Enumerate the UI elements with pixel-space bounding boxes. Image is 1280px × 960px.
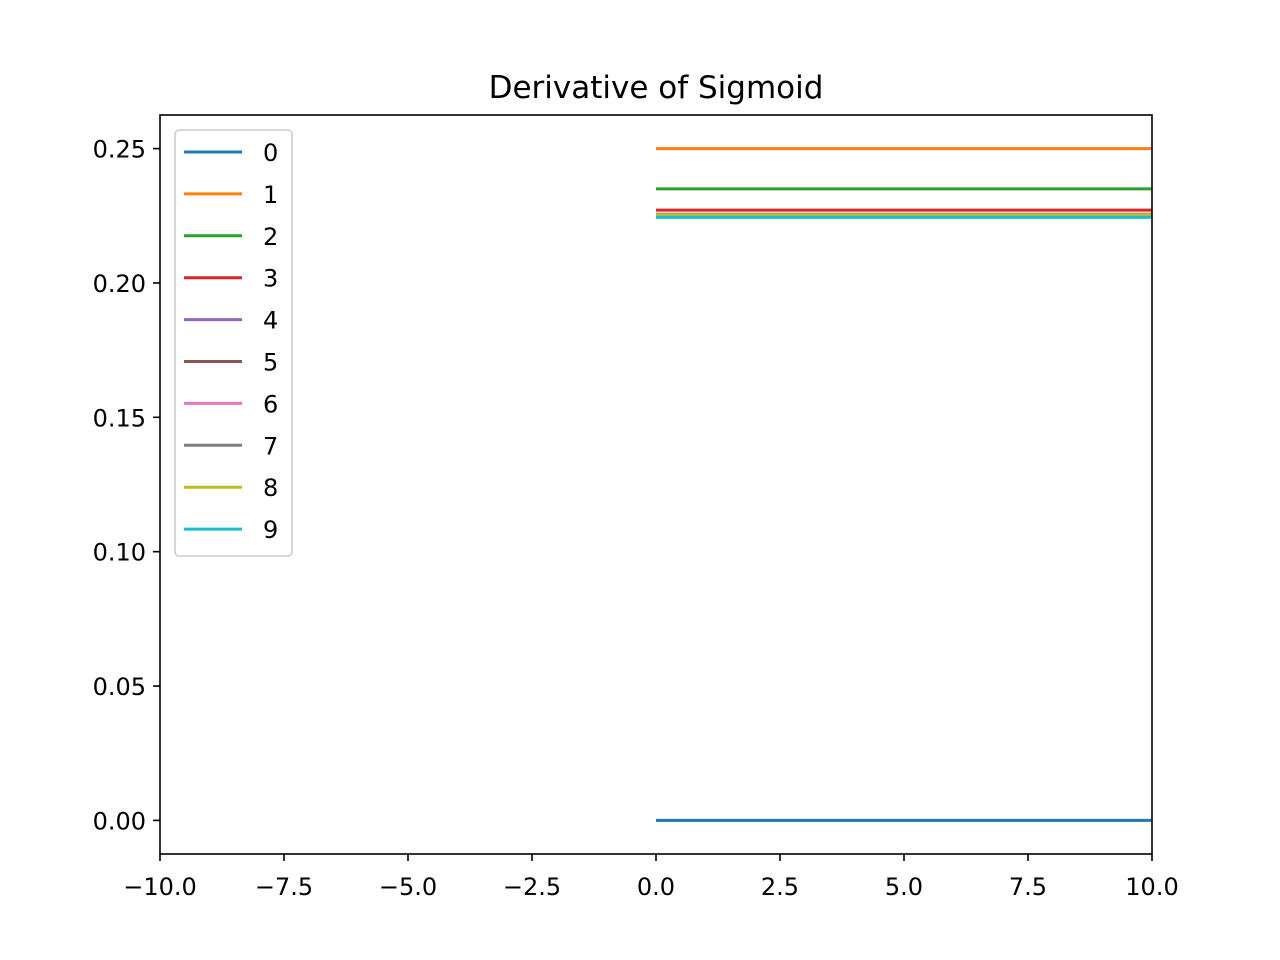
legend-label-5: 5 xyxy=(263,349,278,377)
y-axis: 0.00 0.05 0.10 0.15 0.20 0.25 xyxy=(93,136,160,835)
x-tick-label: 10.0 xyxy=(1125,873,1178,901)
legend-label-9: 9 xyxy=(263,516,278,544)
y-tick-label: 0.00 xyxy=(93,807,146,835)
legend: 0 1 2 3 4 5 6 7 8 9 xyxy=(174,129,293,557)
axes-background xyxy=(160,115,1152,854)
y-tick-label: 0.20 xyxy=(93,270,146,298)
y-tick-label: 0.25 xyxy=(93,136,146,164)
legend-label-1: 1 xyxy=(263,181,278,209)
x-tick-label: −2.5 xyxy=(503,873,561,901)
chart-title: Derivative of Sigmoid xyxy=(489,70,824,106)
x-tick-label: 5.0 xyxy=(885,873,923,901)
series-layer xyxy=(656,147,1152,822)
x-tick-label: 0.0 xyxy=(637,873,675,901)
legend-label-0: 0 xyxy=(263,139,278,167)
x-tick-label: −10.0 xyxy=(123,873,197,901)
x-tick-label: −5.0 xyxy=(379,873,437,901)
axes-frame xyxy=(159,114,1153,855)
legend-label-4: 4 xyxy=(263,307,278,335)
y-tick-label: 0.15 xyxy=(93,404,146,432)
legend-label-6: 6 xyxy=(263,390,278,418)
legend-items: 0 1 2 3 4 5 6 7 8 9 xyxy=(184,139,278,544)
x-tick-label: −7.5 xyxy=(255,873,313,901)
x-tick-label: 2.5 xyxy=(761,873,799,901)
plot-area xyxy=(160,115,1152,854)
legend-label-8: 8 xyxy=(263,474,278,502)
y-tick-label: 0.05 xyxy=(93,673,146,701)
legend-label-3: 3 xyxy=(263,265,278,293)
legend-label-2: 2 xyxy=(263,223,278,251)
x-tick-label: 7.5 xyxy=(1009,873,1047,901)
legend-label-7: 7 xyxy=(263,432,278,460)
y-tick-label: 0.10 xyxy=(93,539,146,567)
x-axis: −10.0 −7.5 −5.0 −2.5 0.0 2.5 5.0 7.5 10.0 xyxy=(123,854,1179,901)
